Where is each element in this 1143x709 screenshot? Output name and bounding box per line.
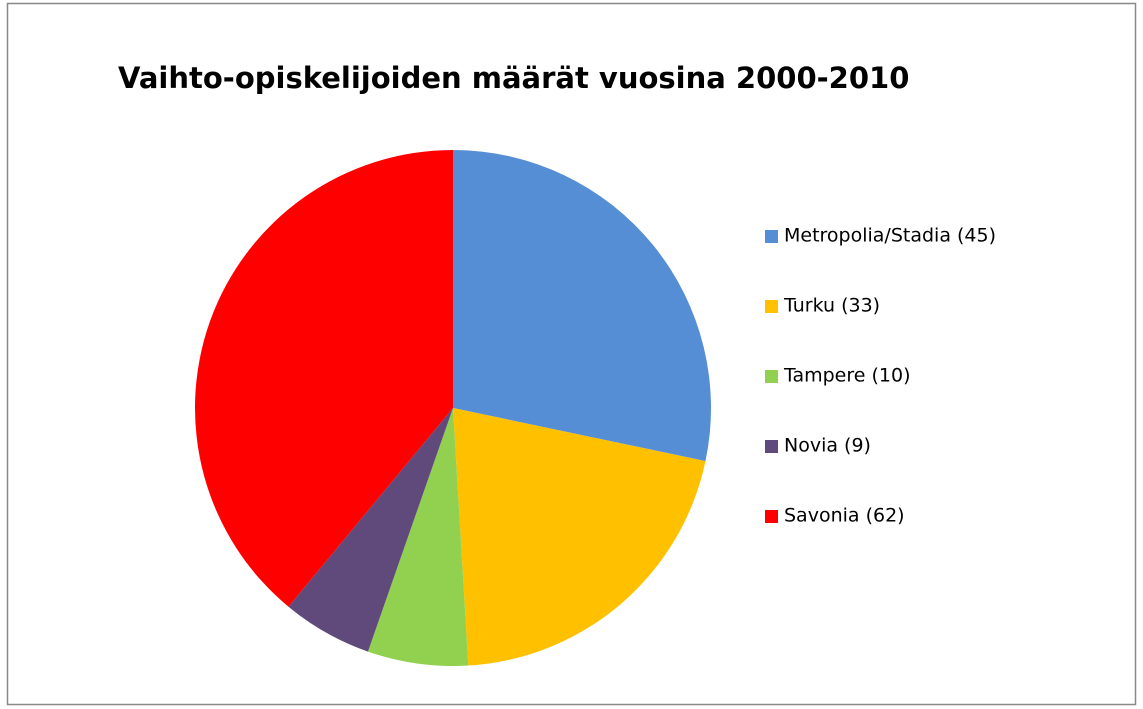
pie-slice <box>453 150 711 462</box>
legend-swatch <box>765 300 778 313</box>
pie-slice <box>288 408 453 652</box>
pie-slice <box>453 408 706 666</box>
legend-label: Tampere (10) <box>783 365 911 387</box>
legend-label: Metropolia/Stadia (45) <box>784 225 996 247</box>
legend-label: Savonia (62) <box>784 505 905 527</box>
legend-swatch <box>765 230 778 243</box>
chart-title: Vaihto-opiskelijoiden määrät vuosina 200… <box>118 61 909 95</box>
legend-swatch <box>765 510 778 523</box>
pie-slice <box>195 150 454 607</box>
pie-slice <box>367 408 469 666</box>
legend-label: Turku (33) <box>783 295 880 317</box>
legend-label: Novia (9) <box>784 435 871 457</box>
legend-swatch <box>765 370 778 383</box>
legend-swatch <box>765 440 778 453</box>
